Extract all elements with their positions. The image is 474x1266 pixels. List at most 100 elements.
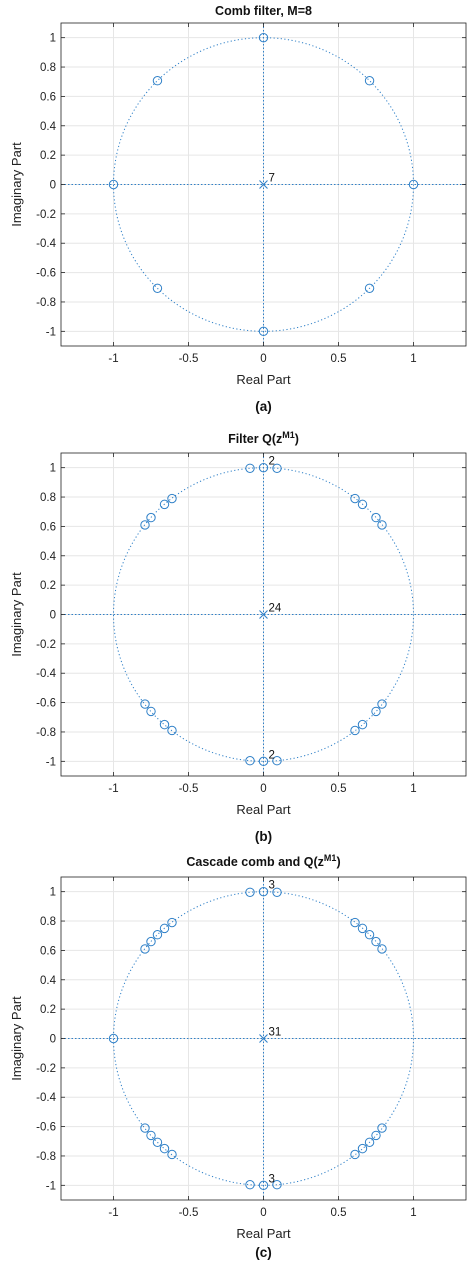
x-tick-label: 0	[260, 353, 266, 365]
y-tick-label: 0	[50, 180, 56, 192]
pole-marker	[259, 610, 268, 619]
y-tick-label: -0.8	[36, 727, 56, 739]
chart-panel-c: -1 -0.5 0 0.5 1 1 0.8 0.6 0.4 0.2 0 -0.2 -0.4 -0.6 -0.…	[9, 853, 467, 1260]
x-tick-label: 0	[260, 1207, 266, 1219]
zero-marker	[357, 923, 368, 934]
zero-marker	[371, 1130, 381, 1141]
pole-marker-stroke	[259, 180, 268, 189]
zero-marker	[108, 1033, 119, 1044]
multiplicity-label: 3	[269, 880, 275, 892]
x-axis-label: Real Part	[236, 802, 291, 817]
pole-marker-stroke	[259, 610, 268, 619]
multiplicity-label: 7	[269, 173, 275, 185]
panel-caption: (b)	[255, 829, 272, 844]
chart-title-suffix: )	[295, 432, 299, 446]
zero-marker	[371, 512, 381, 523]
x-tick-label: -1	[108, 783, 118, 795]
multiplicity-label: 2	[269, 749, 275, 761]
x-tick-label: -0.5	[179, 353, 199, 365]
zero-marker	[159, 1143, 170, 1154]
y-tick-label: 0	[50, 610, 56, 622]
x-tick-label: 0.5	[331, 353, 347, 365]
zero-marker	[258, 32, 269, 43]
zero-marker	[152, 283, 163, 294]
y-tick-label: -1	[46, 326, 56, 338]
x-tick-label: 0.5	[331, 783, 347, 795]
y-tick-label: -0.4	[36, 668, 56, 680]
zero-marker	[167, 1149, 177, 1160]
zero-marker	[167, 917, 177, 928]
chart-title-superscript: M1	[282, 430, 295, 440]
x-tick-label: -0.5	[179, 783, 199, 795]
y-tick-label: 0.2	[40, 1004, 56, 1016]
chart-title-superscript: M1	[324, 853, 337, 863]
pole-marker	[259, 1034, 268, 1043]
zero-marker	[146, 936, 156, 947]
zero-marker	[152, 1137, 163, 1148]
y-tick-label: 0	[50, 1034, 56, 1046]
y-tick-label: 1	[50, 887, 56, 899]
y-tick-label: -0.4	[36, 238, 56, 250]
multiplicity-label: 31	[269, 1027, 282, 1039]
zero-marker	[152, 75, 163, 86]
zero-marker	[140, 699, 150, 709]
chart-title: Comb filter, M=8	[215, 4, 312, 18]
zero-marker	[377, 944, 387, 954]
zero-marker	[377, 1123, 387, 1133]
zero-marker	[245, 756, 255, 766]
y-tick-label: 0.6	[40, 945, 56, 957]
zero-marker	[159, 719, 170, 730]
zero-marker	[258, 756, 269, 767]
zero-marker	[408, 179, 419, 190]
x-tick-label: -1	[108, 1207, 118, 1219]
y-tick-label: -0.6	[36, 698, 56, 710]
zero-marker	[159, 923, 170, 934]
y-tick-label: -0.6	[36, 268, 56, 280]
y-tick-label: -0.2	[36, 1063, 56, 1075]
y-axis-label: Imaginary Part	[9, 142, 24, 227]
x-tick-label: 1	[410, 353, 416, 365]
chart-panel-a: -1 -0.5 0 0.5 1 1 0.8 0.6 0.4 0.2 0 -0.2 -0.4 -0.6 -0.…	[9, 4, 467, 414]
chart-title-text: Cascade comb and Q(z	[186, 855, 324, 869]
multiplicity-label: 24	[269, 603, 282, 615]
zero-marker	[350, 917, 360, 928]
zero-marker	[245, 1180, 255, 1190]
x-tick-label: 0.5	[331, 1207, 347, 1219]
zero-marker	[272, 887, 282, 897]
chart-title-text: Filter Q(z	[228, 432, 282, 446]
pole-marker	[259, 180, 268, 189]
zero-marker	[364, 1137, 375, 1148]
y-tick-label: -0.4	[36, 1092, 56, 1104]
y-tick-label: 0.4	[40, 121, 57, 133]
zero-marker	[140, 1123, 150, 1133]
y-tick-label: 0.8	[40, 492, 56, 504]
zero-marker	[357, 1143, 368, 1154]
zero-marker	[140, 520, 150, 530]
zero-marker	[258, 886, 269, 897]
chart-title: Cascade comb and Q(zM1)	[186, 853, 340, 869]
zero-marker	[364, 283, 375, 294]
zero-marker	[350, 725, 360, 736]
panel-caption: (a)	[255, 399, 272, 414]
zero-marker	[245, 463, 255, 473]
zero-marker	[350, 493, 360, 504]
zero-marker	[258, 1180, 269, 1191]
x-axis-label: Real Part	[236, 1226, 291, 1241]
y-axis-label: Imaginary Part	[9, 996, 24, 1081]
y-tick-label: 0.4	[40, 551, 57, 563]
y-tick-label: 0.6	[40, 521, 56, 533]
zero-marker	[272, 463, 282, 473]
x-tick-label: 0	[260, 783, 266, 795]
zero-marker	[357, 719, 368, 730]
y-tick-label: -0.2	[36, 209, 56, 221]
chart-title-text: Comb filter, M=8	[215, 4, 312, 18]
multiplicity-label: 2	[269, 456, 275, 468]
y-axis-label: Imaginary Part	[9, 572, 24, 657]
y-tick-label: -0.8	[36, 297, 56, 309]
pole-marker-stroke	[259, 1034, 268, 1043]
zero-marker	[272, 1180, 282, 1190]
zero-marker	[245, 887, 255, 897]
zero-marker	[108, 179, 119, 190]
y-tick-label: 0.2	[40, 150, 56, 162]
y-tick-label: 0.2	[40, 580, 56, 592]
